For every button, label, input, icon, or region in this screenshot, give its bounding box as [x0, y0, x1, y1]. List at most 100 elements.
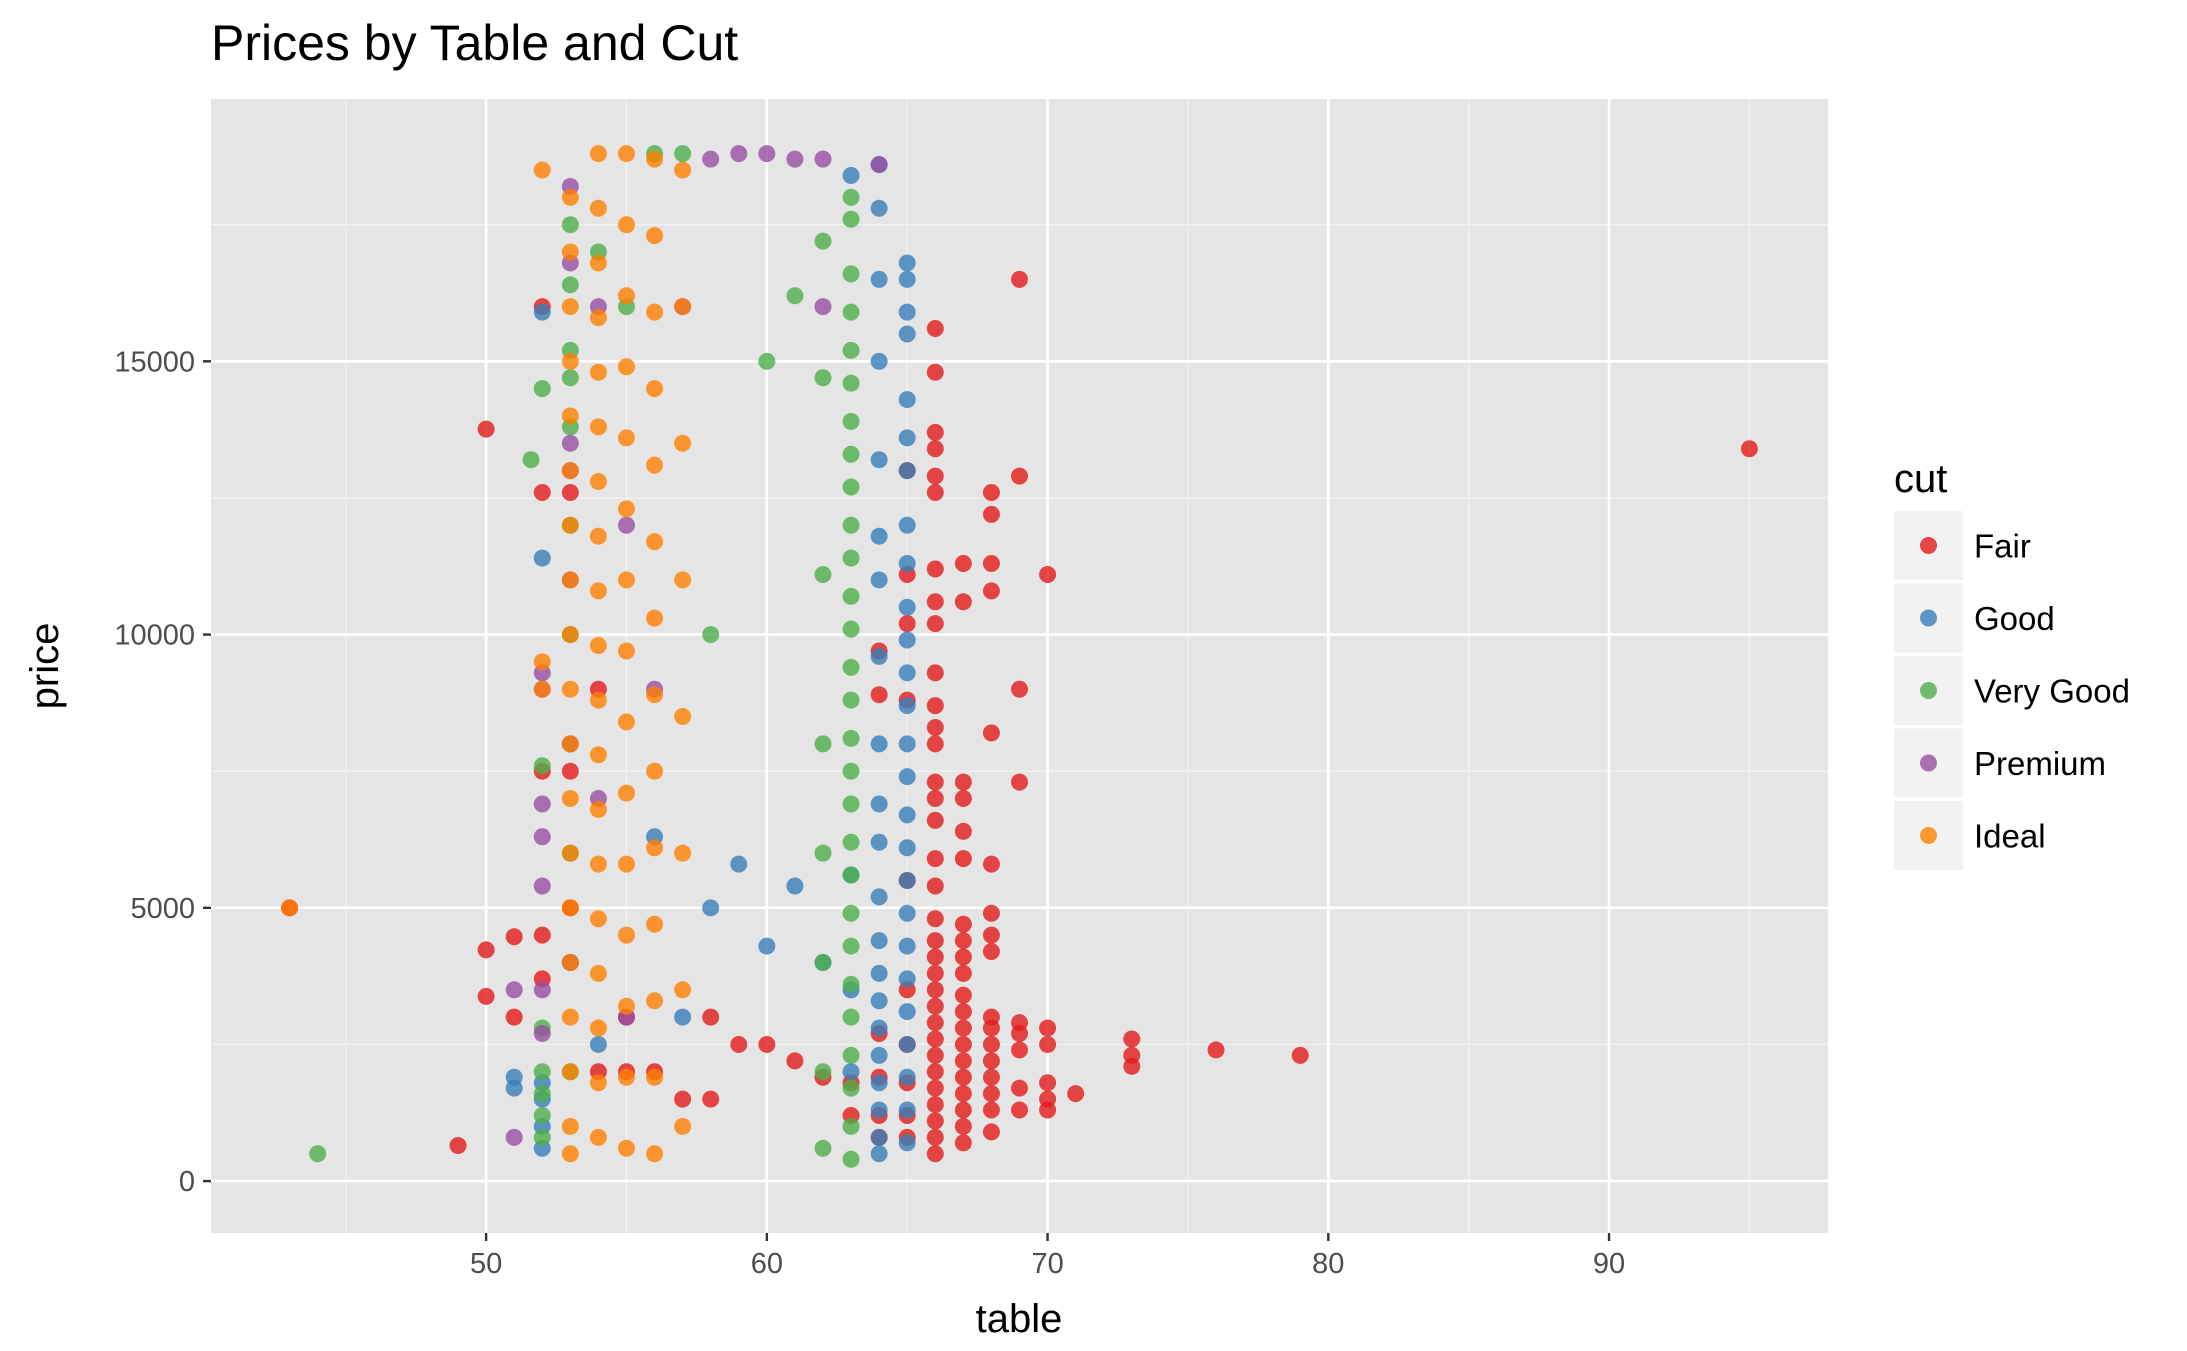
data-point — [561, 1145, 579, 1163]
data-point — [561, 680, 579, 698]
data-point — [926, 560, 944, 578]
data-point — [926, 850, 944, 868]
data-point — [898, 937, 916, 955]
legend-item: Very Good — [1894, 656, 2130, 725]
data-point — [786, 287, 804, 305]
data-point — [646, 303, 664, 321]
data-point — [870, 833, 888, 851]
data-point — [561, 352, 579, 370]
data-point — [926, 1112, 944, 1130]
data-point — [842, 265, 860, 283]
x-tick-label: 90 — [1593, 1248, 1625, 1280]
data-point — [954, 1019, 972, 1037]
legend-label: Good — [1974, 600, 2055, 637]
data-point — [870, 156, 888, 174]
data-point — [281, 899, 299, 917]
data-point — [982, 926, 1000, 944]
data-point — [954, 555, 972, 573]
y-tick-label: 10000 — [114, 620, 195, 652]
data-point — [646, 533, 664, 551]
data-point — [954, 1035, 972, 1053]
data-point — [674, 1117, 692, 1135]
data-point — [842, 1046, 860, 1064]
data-point — [814, 735, 832, 753]
data-point — [674, 298, 692, 316]
data-point — [926, 773, 944, 791]
legend-item: Premium — [1894, 728, 2106, 798]
data-point — [758, 145, 776, 163]
data-point — [561, 899, 579, 917]
legend-title: cut — [1894, 457, 1947, 501]
data-point — [842, 303, 860, 321]
data-point — [898, 735, 916, 753]
data-point — [870, 1145, 888, 1163]
data-point — [898, 1134, 916, 1152]
data-point — [589, 254, 607, 272]
data-point — [561, 298, 579, 316]
legend-item: Ideal — [1894, 801, 2046, 870]
data-point — [982, 855, 1000, 873]
data-point — [982, 943, 1000, 961]
data-point — [617, 784, 635, 802]
data-point — [561, 735, 579, 753]
data-point — [533, 680, 551, 698]
x-tick-label: 50 — [470, 1248, 502, 1280]
data-point — [870, 571, 888, 589]
data-point — [646, 839, 664, 857]
data-point — [898, 1035, 916, 1053]
data-point — [982, 724, 1000, 742]
legend-marker — [1920, 754, 1937, 772]
data-point — [1011, 1025, 1028, 1043]
y-tick-labels: 0 5000 10000 15000 — [114, 346, 195, 1198]
chart-title: Prices by Table and Cut — [211, 15, 738, 71]
data-point — [646, 380, 664, 398]
data-point — [842, 188, 860, 206]
data-point — [533, 795, 551, 813]
data-point — [617, 429, 635, 447]
data-point — [926, 1046, 944, 1064]
data-point — [309, 1145, 327, 1163]
legend-item: Good — [1894, 583, 2055, 653]
legend-marker — [1920, 537, 1937, 554]
data-point — [982, 1019, 1000, 1037]
data-point — [842, 516, 860, 534]
data-point — [505, 981, 523, 999]
data-point — [561, 369, 579, 387]
data-point — [617, 145, 635, 163]
data-point — [589, 309, 607, 327]
data-point — [842, 729, 860, 747]
data-point — [842, 374, 860, 392]
data-point — [617, 358, 635, 376]
data-point — [926, 790, 944, 808]
data-point — [954, 790, 972, 808]
data-point — [954, 1003, 972, 1021]
data-point — [926, 440, 944, 458]
data-point — [589, 1128, 607, 1146]
data-point — [814, 1139, 832, 1157]
data-point — [561, 407, 579, 425]
data-point — [1067, 1085, 1085, 1103]
data-point — [842, 478, 860, 496]
data-point — [954, 1085, 972, 1103]
data-point — [982, 582, 1000, 600]
data-point — [589, 746, 607, 764]
data-point — [898, 254, 916, 272]
data-point — [561, 790, 579, 808]
data-point — [842, 937, 860, 955]
data-point — [870, 992, 888, 1010]
plot-panel — [211, 99, 1828, 1233]
x-tick-label: 80 — [1312, 1248, 1344, 1280]
data-point — [561, 516, 579, 534]
data-point — [561, 1063, 579, 1081]
data-point — [646, 1068, 664, 1086]
data-point — [1291, 1046, 1309, 1064]
data-point — [898, 516, 916, 534]
data-point — [477, 420, 495, 438]
data-point — [842, 445, 860, 463]
data-point — [617, 287, 635, 305]
y-tick-label: 5000 — [130, 893, 195, 925]
data-point — [870, 932, 888, 950]
data-point — [1039, 1101, 1057, 1119]
data-point — [646, 609, 664, 627]
data-point — [533, 1063, 551, 1081]
